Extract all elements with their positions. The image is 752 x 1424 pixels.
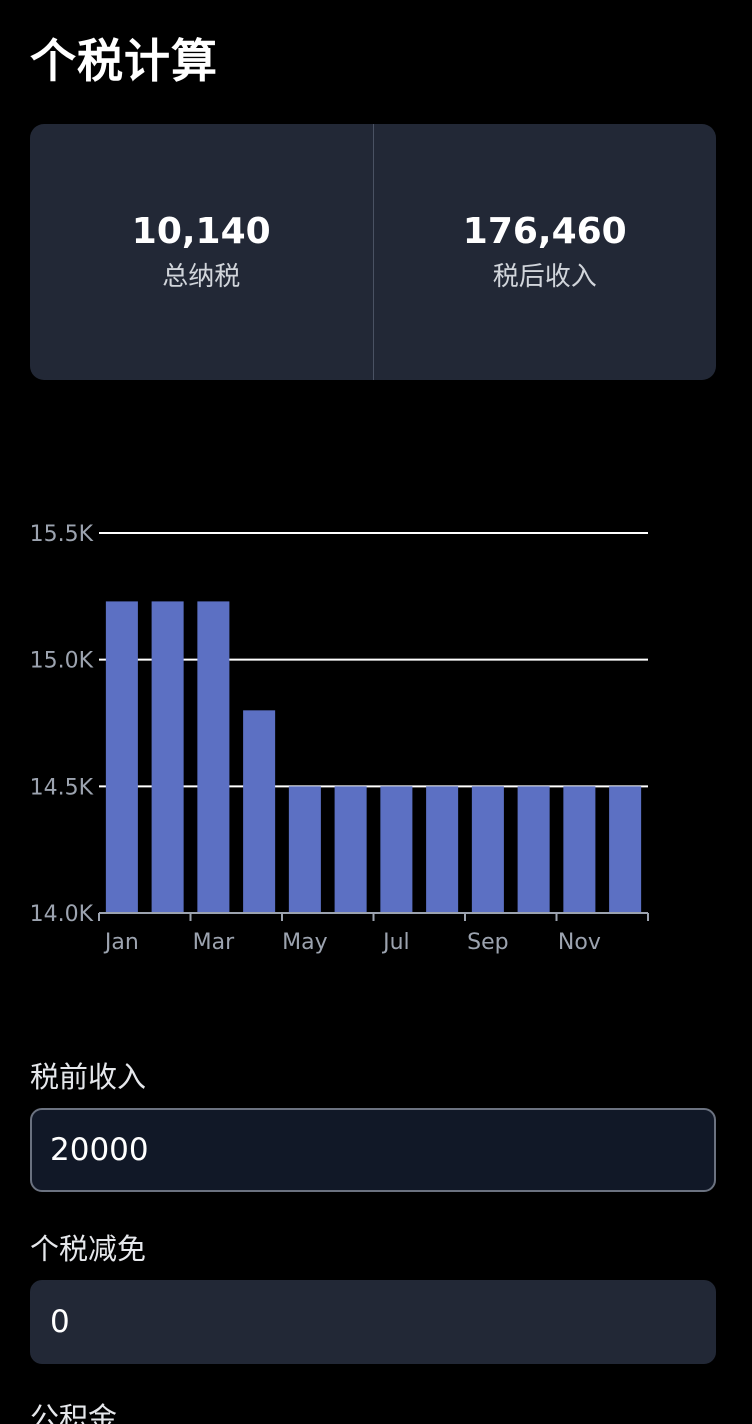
chart-bar-jan	[105, 601, 138, 913]
after-tax-income-summary: 176,460 税后收入	[374, 124, 717, 380]
total-tax-summary: 10,140 总纳税	[30, 124, 373, 380]
total-tax-label: 总纳税	[162, 262, 241, 292]
chart-bar-nov	[563, 786, 596, 913]
y-axis-tick-label: 15.5K	[30, 522, 94, 547]
x-axis-tick-label: Nov	[558, 930, 601, 955]
chart-bar-sep	[471, 786, 504, 913]
page-title: 个税计算	[30, 34, 218, 88]
y-axis-tick-label: 14.5K	[30, 775, 94, 800]
chart-bar-apr	[243, 710, 276, 913]
chart-bar-feb	[151, 601, 184, 913]
total-tax-value: 10,140	[131, 211, 271, 252]
pre-tax-income-input[interactable]	[30, 1108, 716, 1192]
chart-bar-jul	[380, 786, 413, 913]
housing-fund-label: 公积金	[30, 1401, 118, 1424]
y-axis-tick-label: 14.0K	[30, 902, 94, 927]
x-axis-tick-label: Jul	[381, 930, 410, 955]
x-axis-tick-label: Mar	[193, 930, 235, 955]
chart-bar-oct	[517, 786, 550, 913]
summary-card: 10,140 总纳税 176,460 税后收入	[30, 124, 716, 380]
x-axis-tick-label: Jan	[103, 930, 139, 955]
y-axis-tick-label: 15.0K	[30, 649, 94, 674]
bar-chart-svg: 14.0K 14.5K 15.0K 15.5K Jan Mar May Jul Sep Nov	[30, 522, 649, 955]
chart-bar-jun	[334, 786, 367, 913]
x-axis-tick-label: Sep	[467, 930, 508, 955]
monthly-income-chart: 14.0K 14.5K 15.0K 15.5K Jan Mar May Jul Sep Nov	[0, 490, 752, 970]
summary-divider	[372, 124, 374, 380]
chart-bar-may	[288, 786, 321, 913]
x-axis-tick-label: May	[282, 930, 327, 955]
tax-deduction-label: 个税减免	[30, 1232, 147, 1266]
chart-bar-aug	[426, 786, 459, 913]
chart-bar-dec	[609, 786, 642, 913]
tax-deduction-input[interactable]	[30, 1280, 716, 1364]
after-tax-income-label: 税后收入	[492, 262, 597, 292]
chart-bar-mar	[197, 601, 230, 913]
after-tax-income-value: 176,460	[462, 211, 627, 252]
pre-tax-income-label: 税前收入	[30, 1060, 147, 1094]
